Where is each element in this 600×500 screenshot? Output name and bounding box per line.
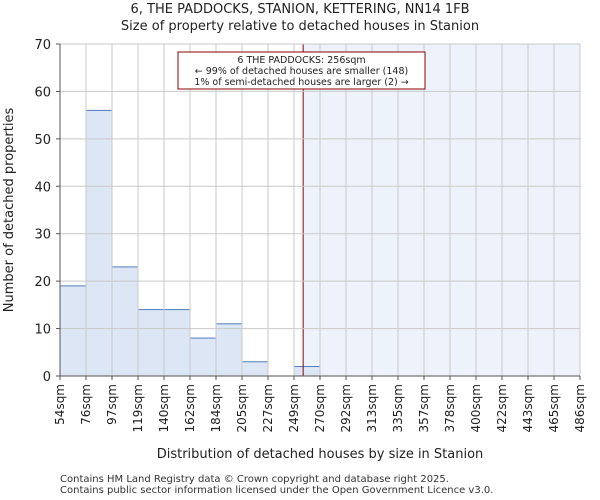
x-tick-label: 400sqm [469, 384, 483, 432]
y-tick-label: 30 [34, 228, 51, 243]
y-tick-label: 20 [34, 275, 51, 290]
y-tick-label: 10 [34, 323, 51, 338]
x-tick-label: 97sqm [105, 384, 119, 425]
annotation-line: 1% of semi-detached houses are larger (2… [194, 77, 408, 88]
x-tick-label: 227sqm [261, 384, 275, 432]
y-tick-label: 70 [34, 38, 51, 53]
x-tick-label: 270sqm [313, 384, 327, 432]
x-tick-label: 443sqm [521, 384, 535, 432]
y-tick-label: 50 [34, 133, 51, 148]
histogram-bar [59, 285, 87, 377]
x-axis-label: Distribution of detached houses by size … [157, 447, 484, 462]
histogram-bar [111, 266, 139, 377]
x-tick-label: 162sqm [183, 384, 197, 432]
histogram-chart: 0 10 20 30 40 50 60 70 54sqm 76sqm 97sqm 119sqm 140s… [2, 38, 587, 462]
histogram-bar [163, 309, 191, 377]
footer-licence: Contains public sector information licen… [60, 485, 494, 496]
x-tick-label: 249sqm [287, 384, 301, 432]
footer-copyright: Contains HM Land Registry data © Crown c… [60, 474, 449, 485]
histogram-bar [189, 337, 217, 377]
histogram-bar [215, 323, 243, 377]
y-tick-label: 60 [34, 85, 51, 100]
y-tick-label: 40 [34, 180, 51, 195]
annotation-box [177, 51, 426, 90]
x-tick-label: 205sqm [235, 384, 249, 432]
x-tick-label: 313sqm [365, 384, 379, 432]
histogram-bar [137, 309, 165, 377]
histogram-bar [241, 361, 269, 377]
x-tick-label: 378sqm [443, 384, 457, 432]
histogram-bar [85, 109, 113, 377]
x-tick-label: 119sqm [131, 384, 145, 432]
y-axis-label: Number of detached properties [2, 108, 17, 313]
axes-group: 0 10 20 30 40 50 60 70 54sqm 76sqm 97sqm 119sqm 140s… [34, 38, 587, 432]
x-tick-label: 76sqm [79, 384, 93, 425]
x-tick-label: 335sqm [391, 384, 405, 432]
marker-annotation: 6 THE PADDOCKS: 256sqm← 99% of detached … [177, 51, 426, 90]
x-tick-label: 140sqm [157, 384, 171, 432]
x-tick-label: 184sqm [209, 384, 223, 432]
chart-title: 6, THE PADDOCKS, STANION, KETTERING, NN1… [130, 2, 470, 17]
chart-subtitle: Size of property relative to detached ho… [120, 19, 480, 34]
annotation-line: 6 THE PADDOCKS: 256sqm [237, 55, 365, 66]
larger-region-highlight [303, 44, 580, 376]
x-tick-label: 465sqm [547, 384, 561, 432]
x-tick-label: 486sqm [573, 384, 587, 432]
x-tick-label: 54sqm [53, 384, 67, 425]
x-tick-label: 422sqm [495, 384, 509, 432]
x-tick-label: 292sqm [339, 384, 353, 432]
histogram-bar [293, 366, 321, 377]
annotation-line: ← 99% of detached houses are smaller (14… [195, 66, 408, 77]
y-tick-label: 0 [43, 370, 51, 385]
x-tick-label: 357sqm [417, 384, 431, 432]
